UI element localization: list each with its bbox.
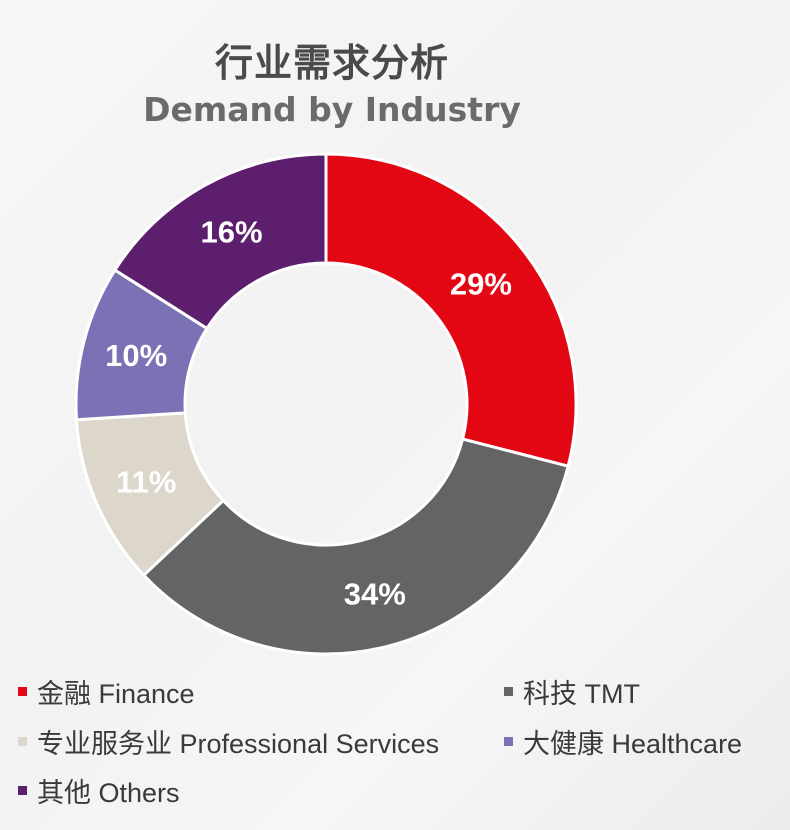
data-label-tmt: 34% <box>344 576 406 611</box>
legend-swatch <box>504 687 513 696</box>
legend-swatch <box>18 786 27 795</box>
donut-slice-tmt <box>141 437 570 656</box>
legend-item-healthcare: 大健康 Healthcare <box>504 722 742 761</box>
legend-label: 金融 Finance <box>37 679 195 709</box>
data-label-others: 16% <box>201 215 263 250</box>
legend-label: 其他 Others <box>37 778 180 808</box>
chart-title: 行业需求分析 <box>214 41 449 85</box>
legend-item-tmt: 科技 TMT <box>504 672 640 711</box>
chart-subtitle: Demand by Industry <box>143 90 521 129</box>
legend-item-others: 其他 Others <box>18 771 180 810</box>
data-label-finance: 29% <box>450 266 512 301</box>
legend-item-finance: 金融 Finance <box>18 672 195 711</box>
donut-slice-finance <box>324 152 578 468</box>
legend-item-professional-services: 专业服务业 Professional Services <box>18 722 439 761</box>
legend-swatch <box>18 737 27 746</box>
donut-slice-others <box>112 152 328 331</box>
data-label-healthcare: 10% <box>105 338 167 373</box>
legend-label: 专业服务业 Professional Services <box>37 729 440 759</box>
data-label-professional-services: 11% <box>116 464 176 499</box>
legend-swatch <box>18 687 27 696</box>
legend-label: 科技 TMT <box>523 679 640 709</box>
legend-label: 大健康 Healthcare <box>523 729 743 759</box>
legend-swatch <box>504 737 513 746</box>
